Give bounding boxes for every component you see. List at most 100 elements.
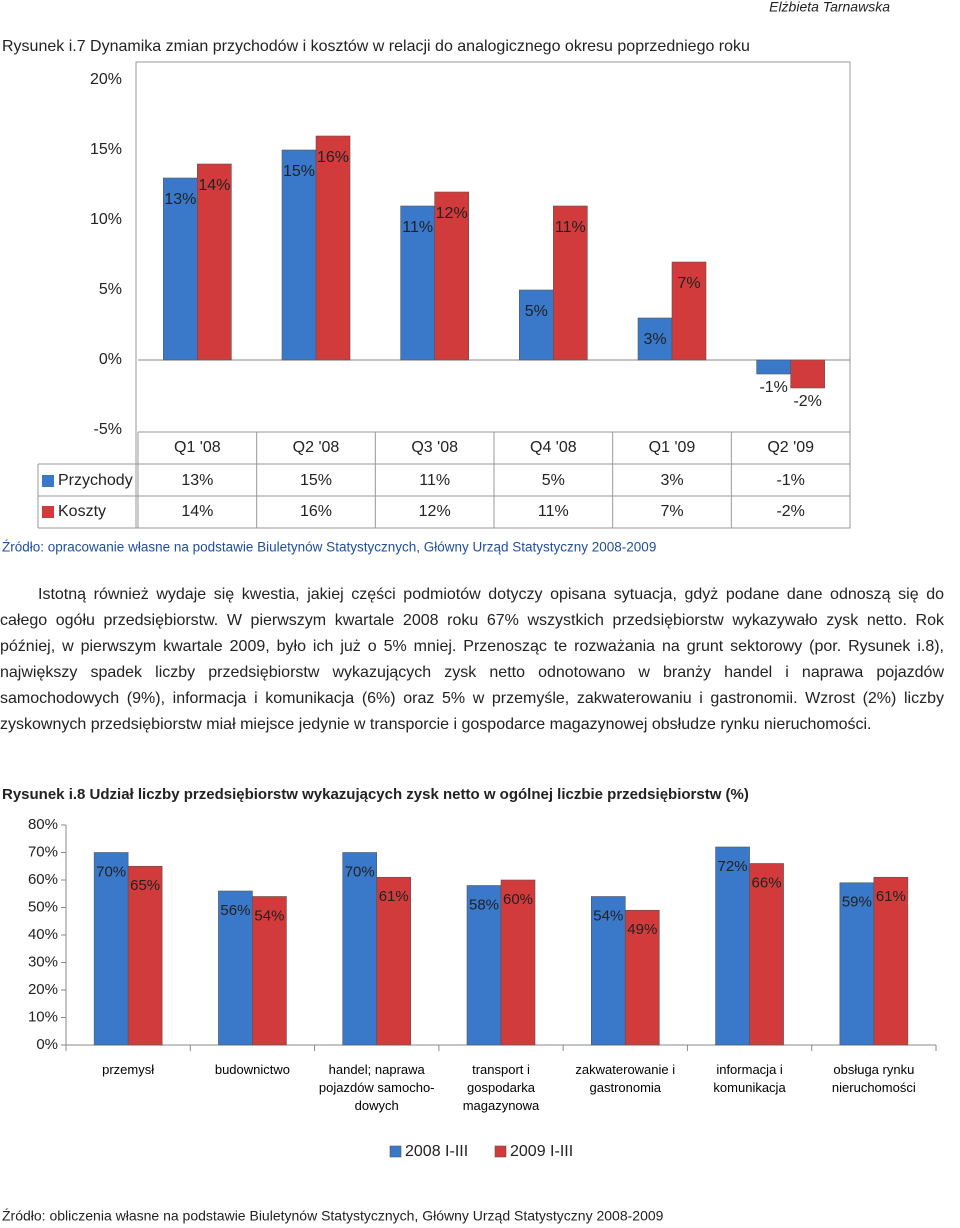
x-tick-label: informacja i komunikacja [713,1062,786,1095]
chart-frame [135,61,851,529]
legend-label: Koszty [58,503,106,520]
value-label: 12% [436,205,468,222]
bar [790,359,825,389]
table-cell: 5% [542,472,565,489]
value-label: 14% [198,177,230,194]
value-label: 61% [379,888,409,905]
y-tick-label: 70% [28,843,58,860]
y-tick-label: 15% [90,141,122,158]
x-tick-label: obsługa rynku nieruchomości [831,1062,916,1095]
bar [315,135,351,361]
value-label: -1% [759,379,787,396]
y-tick-label: 10% [28,1008,58,1025]
legend-label: 2008 I-III [405,1143,468,1160]
value-label: 13% [164,191,196,208]
value-label: 54% [593,907,623,924]
bar [342,852,378,1046]
x-tick-label: Q2 '09 [767,439,814,456]
value-label: 15% [283,163,315,180]
bar [637,317,673,361]
y-tick-label: 60% [28,871,58,888]
table-cell: 13% [181,472,213,489]
value-label: 70% [345,863,375,880]
value-label: 58% [469,896,499,913]
bar [590,896,626,1046]
legend-swatch [42,506,54,518]
y-tick-label: 10% [90,211,122,228]
table-cell: -1% [776,472,804,489]
x-tick-label: budownictwo [214,1062,290,1077]
legend-swatch [389,1145,402,1158]
chart-title: Rysunek i.7 Dynamika zmian przychodów i … [2,38,750,55]
author: Elżbieta Tarnawska [769,0,890,15]
y-tick-label: 20% [90,71,122,88]
x-tick-label: transport i gospodarka magazynowa [462,1062,540,1113]
bar [376,876,412,1046]
table-cell: 3% [660,472,683,489]
x-tick-label: Q2 '08 [293,439,340,456]
bar [749,863,784,1046]
bar [163,177,198,361]
value-label: 61% [876,888,906,905]
bar [281,149,317,361]
x-tick-label: Q4 '08 [530,439,577,456]
legend-swatch [494,1145,507,1158]
bar [127,865,163,1046]
value-label: 16% [317,149,349,166]
table-cell: 11% [538,503,569,520]
value-label: 72% [718,858,748,875]
table-cell: -2% [776,503,804,520]
y-tick-label: 50% [28,898,58,915]
y-tick-label: 80% [28,816,58,833]
x-tick-label: Q3 '08 [411,439,458,456]
table-cell: 7% [660,503,683,520]
value-label: 3% [643,331,666,348]
value-label: 49% [627,921,657,938]
paragraph: Istotną również wydaje się kwestia, jaki… [0,586,944,733]
bar [873,876,909,1046]
bar [197,163,232,361]
table-cell: 11% [419,472,450,489]
x-tick-label: Q1 '09 [649,439,696,456]
bar [434,191,469,361]
value-label: 5% [525,303,548,320]
value-label: 66% [752,874,782,891]
y-tick-label: 30% [28,953,58,970]
value-label: 11% [402,219,433,236]
y-tick-label: 0% [36,1036,58,1053]
bar [400,205,435,361]
bar [839,882,875,1046]
table-cell: 12% [419,503,451,520]
y-tick-label: 5% [99,281,122,298]
bar [500,879,536,1046]
x-tick-label: zakwaterowanie i gastronomia [575,1062,676,1095]
bar [252,896,287,1046]
bar [553,205,588,361]
legend-label: 2009 I-III [510,1143,573,1160]
x-tick-label: przemysł [102,1062,155,1077]
bar [671,261,707,361]
source: Źródło: obliczenia własne na podstawie B… [2,1208,664,1224]
bar [756,359,791,375]
value-label: 11% [555,219,586,236]
table-cell: 14% [181,503,213,520]
chart-title: Rysunek i.8 Udział liczby przedsiębiorst… [2,786,749,803]
value-label: 65% [130,877,160,894]
x-tick-label: handel; naprawa pojazdów samocho- dowych [318,1062,435,1113]
x-tick-label: Q1 '08 [174,439,221,456]
bar [519,289,554,361]
value-label: 7% [677,275,700,292]
bar [624,909,660,1046]
bar [93,852,129,1046]
table-cell: 15% [300,472,332,489]
bar [715,846,750,1046]
value-label: 54% [254,907,284,924]
value-label: -2% [793,393,821,410]
value-label: 70% [96,863,126,880]
legend-swatch [42,475,54,487]
y-tick-label: -5% [94,421,122,438]
value-label: 59% [842,894,872,911]
value-label: 60% [503,891,533,908]
